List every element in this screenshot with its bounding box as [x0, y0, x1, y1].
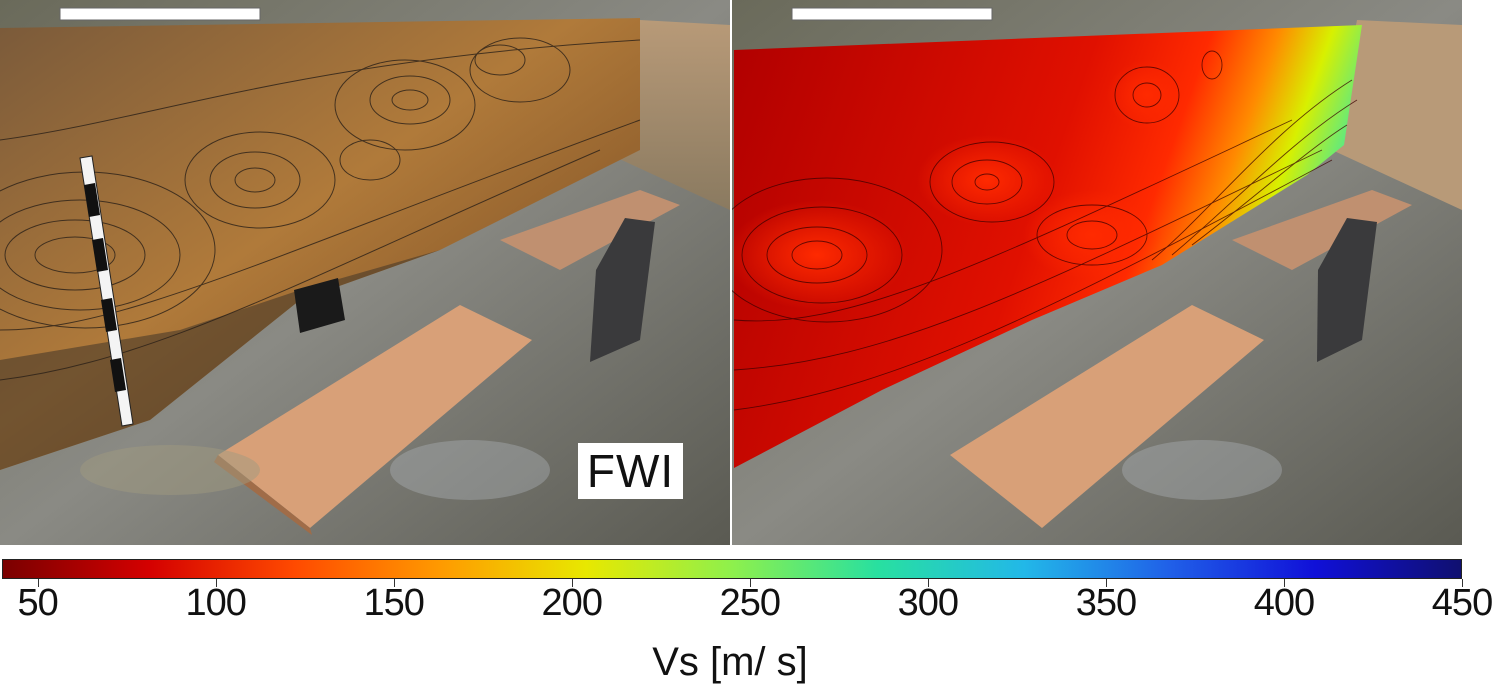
- fwi-panel-label: FWI: [578, 443, 683, 499]
- colorbar-tick-label: 200: [541, 582, 603, 624]
- colorbar-tick-mark: [571, 579, 573, 587]
- vs-colorbar: [2, 559, 1462, 579]
- colorbar-tick-mark: [393, 579, 395, 587]
- colorbar-tick-label: 350: [1075, 582, 1137, 624]
- colorbar-tick-mark: [1283, 579, 1285, 587]
- excavation-photo-vs-overlay: [732, 0, 1462, 545]
- colorbar-tick-label: 50: [17, 582, 58, 624]
- colorbar-tick-label: 300: [897, 582, 959, 624]
- colorbar-tick-labels: 50 100 150 200 250 300 350 400 450: [0, 582, 1500, 632]
- colorbar-tick-mark: [927, 579, 929, 587]
- colorbar-tick-mark: [1462, 579, 1463, 587]
- colorbar-tick-label: 150: [363, 582, 425, 624]
- colorbar-tick-label: 400: [1253, 582, 1315, 624]
- colorbar-tick-label: 450: [1431, 582, 1493, 624]
- excavation-photo-contours: FWI: [0, 0, 730, 545]
- colorbar-tick-mark: [37, 579, 39, 587]
- colorbar-tick-mark: [1105, 579, 1107, 587]
- colorbar-tick-mark: [215, 579, 217, 587]
- colorbar-tick-mark: [749, 579, 751, 587]
- colorbar-tick-label: 250: [719, 582, 781, 624]
- colorbar-tick-label: 100: [185, 582, 246, 624]
- colorbar-title: Vs [m/ s]: [652, 640, 808, 684]
